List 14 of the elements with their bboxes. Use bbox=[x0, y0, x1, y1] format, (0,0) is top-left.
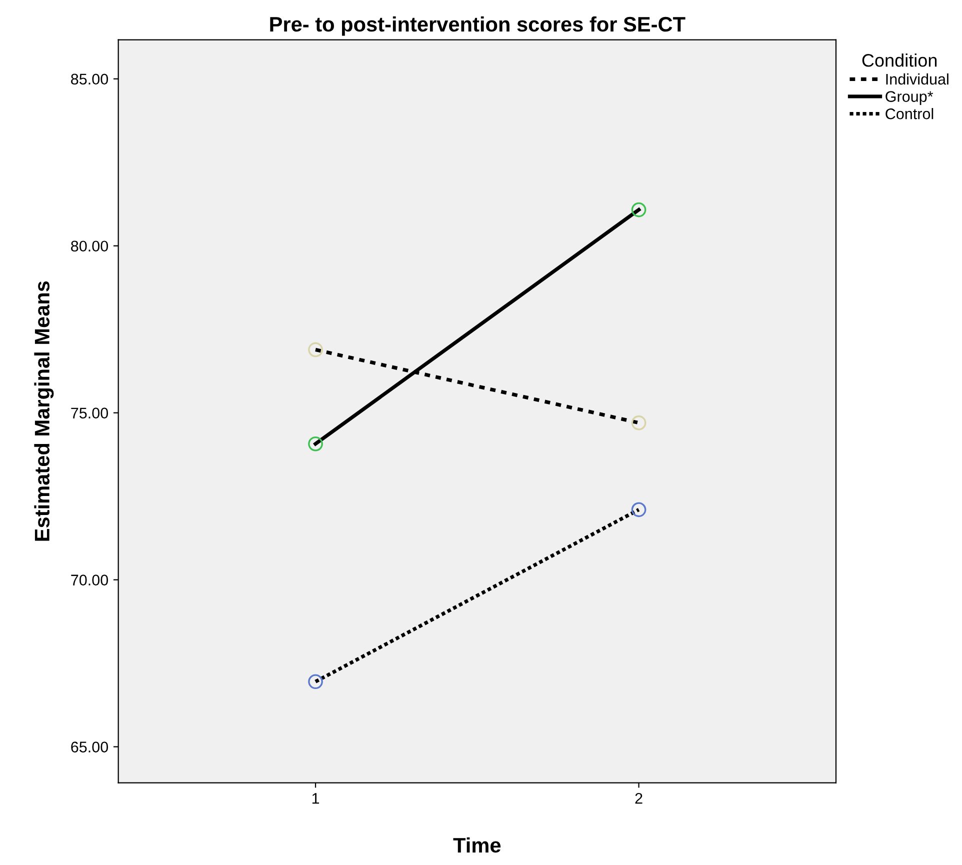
chart-title: Pre- to post-intervention scores for SE-CT bbox=[270, 16, 686, 36]
x-axis-title: Time bbox=[453, 837, 501, 853]
y-tick-label: 65.00 bbox=[71, 742, 108, 752]
x-tick-label: 2 bbox=[635, 792, 642, 804]
legend-label: Individual bbox=[886, 73, 948, 85]
y-tick-label: 70.00 bbox=[71, 574, 108, 586]
y-tick-label: 85.00 bbox=[71, 74, 108, 85]
legend-label: Group* bbox=[886, 91, 934, 105]
legend-title: Condition bbox=[862, 54, 937, 67]
x-tick-label: 1 bbox=[312, 793, 320, 804]
legend-label: Control bbox=[886, 108, 934, 120]
y-tick-label: 75.00 bbox=[71, 408, 108, 418]
y-tick-label: 80.00 bbox=[71, 240, 108, 252]
y-axis-title: Estimated Marginal Means bbox=[34, 281, 54, 541]
